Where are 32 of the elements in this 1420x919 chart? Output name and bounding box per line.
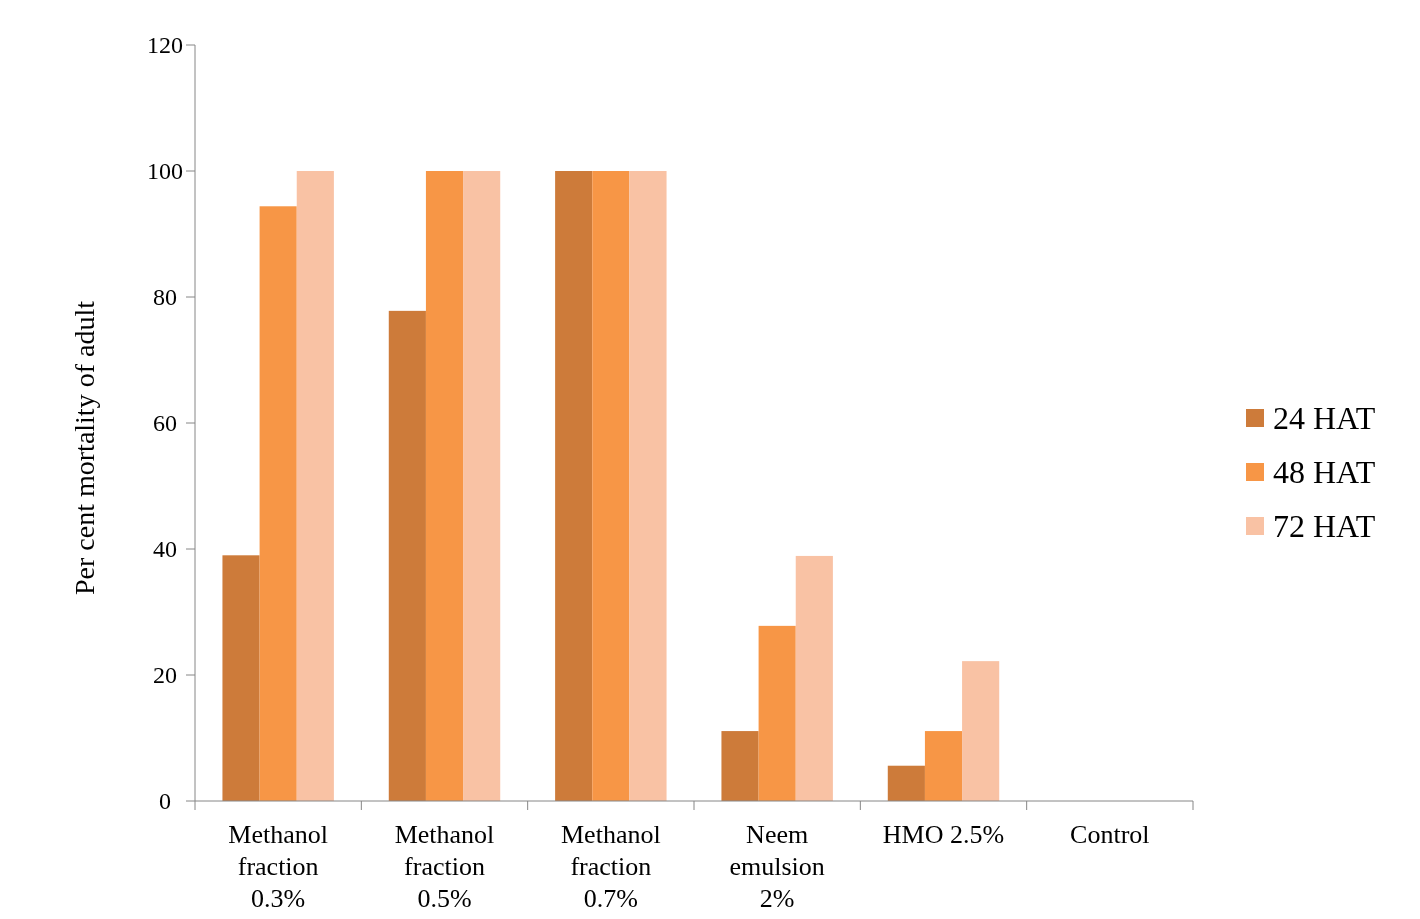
bar (629, 171, 667, 801)
bar (758, 625, 796, 801)
bar (296, 171, 334, 801)
bar (259, 206, 297, 801)
bar (592, 171, 630, 801)
y-tick-label: 0 (159, 788, 171, 815)
x-tick-label: Methanol fraction 0.5% (394, 820, 495, 913)
x-tick-label: Neem emulsion 2% (729, 820, 825, 913)
bar (222, 555, 260, 801)
bar (795, 555, 833, 801)
x-tick-label: Methanol fraction 0.3% (228, 820, 328, 913)
x-tick-label: Control (1070, 820, 1150, 849)
bar (463, 171, 501, 801)
legend-label: 24 HAT (1273, 400, 1376, 437)
y-tick-label: 80 (153, 284, 177, 311)
y-axis-title: Per cent mortality of adult (69, 300, 100, 595)
y-tick-label: 100 (147, 158, 183, 185)
y-tick-label: 120 (147, 32, 183, 59)
y-tick-label: 60 (153, 410, 177, 437)
y-tick-label: 20 (153, 662, 177, 689)
bar (887, 765, 925, 801)
bar (555, 171, 593, 801)
legend-label: 72 HAT (1273, 508, 1376, 545)
legend-label: 48 HAT (1273, 454, 1376, 491)
bar (425, 171, 464, 801)
bar (962, 661, 1000, 801)
x-tick-label: HMO 2.5% (882, 820, 1005, 849)
x-tick-label: Methanol fraction 0.7% (561, 820, 661, 913)
y-tick-label: 40 (153, 536, 177, 563)
bar (721, 731, 759, 801)
bar (924, 731, 963, 801)
bar (388, 310, 426, 801)
